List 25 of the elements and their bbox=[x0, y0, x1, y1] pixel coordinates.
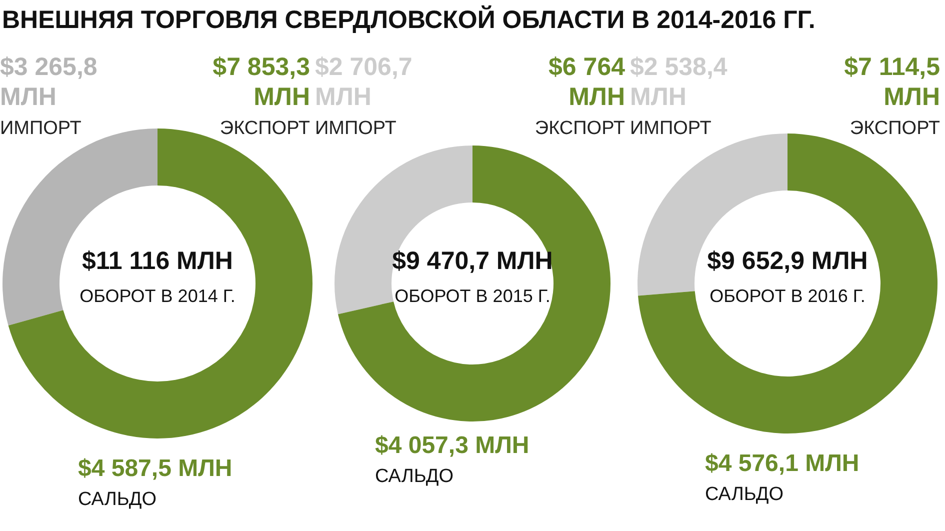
text: $4 587,5 МЛН bbox=[78, 455, 232, 483]
data-label: $7 114,5 МЛН bbox=[844, 52, 940, 112]
data-label: $3 265,8 МЛН bbox=[0, 52, 98, 112]
slice-label: ЭКСПОРТ bbox=[850, 118, 940, 140]
slice-label: ИМПОРТ bbox=[630, 118, 712, 140]
slice-label: ИМПОРТ bbox=[315, 118, 396, 140]
donut-slice bbox=[338, 146, 610, 422]
data-label: $7 853,3 МЛН bbox=[212, 52, 310, 112]
text: $4 576,1 МЛН bbox=[705, 450, 860, 478]
donut-slice bbox=[638, 134, 938, 434]
text: САЛЬДО bbox=[78, 489, 157, 511]
slice-label: ЭКСПОРТ bbox=[534, 118, 625, 140]
text: $9 470,7 МЛН bbox=[391, 247, 554, 276]
text: ОБОРОТ В 2014 Г. bbox=[78, 286, 236, 307]
slice-label: ИМПОРТ bbox=[0, 118, 82, 140]
text: САЛЬДО bbox=[375, 466, 454, 488]
text: ОБОРОТ В 2016 Г. bbox=[708, 286, 866, 307]
text: $9 652,9 МЛН bbox=[706, 247, 869, 276]
text: $4 057,3 МЛН bbox=[375, 432, 530, 460]
text: $11 116 МЛН bbox=[81, 247, 234, 276]
text: ВНЕШНЯЯ ТОРГОВЛЯ СВЕРДЛОВСКОЙ ОБЛАСТИ В 2014-2016 ГГ. bbox=[2, 6, 816, 35]
data-label: $6 764 МЛН bbox=[548, 52, 625, 112]
text: САЛЬДО bbox=[705, 484, 784, 506]
slice-label: ЭКСПОРТ bbox=[220, 118, 310, 140]
text: ОБОРОТ В 2015 Г. bbox=[394, 286, 552, 307]
